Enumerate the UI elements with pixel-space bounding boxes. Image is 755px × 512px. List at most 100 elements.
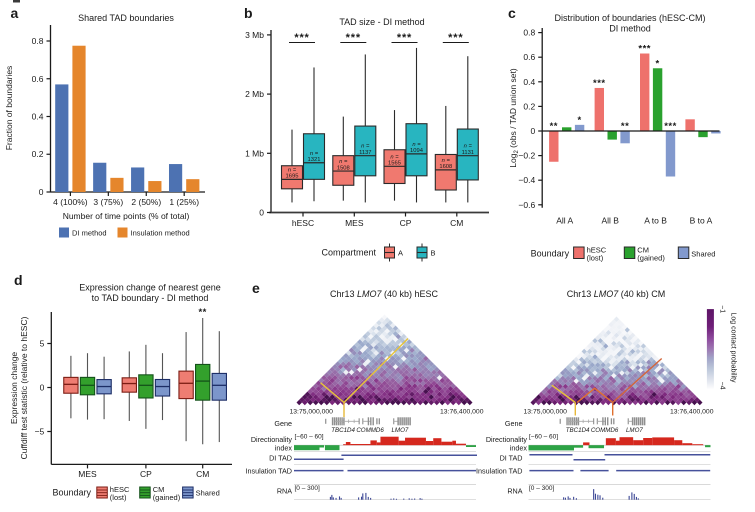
svg-text:1 Mb: 1 Mb [245,148,264,158]
svg-text:[0 – 300]: [0 – 300] [529,485,554,492]
svg-text:n =: n = [339,159,348,165]
svg-text:Insulation method: Insulation method [131,229,190,238]
svg-text:***: *** [664,121,677,132]
svg-text:3 Mb: 3 Mb [245,30,264,40]
svg-text:LMO7: LMO7 [391,427,408,434]
svg-text:n =: n = [412,142,421,148]
svg-text:RNA: RNA [507,486,522,495]
svg-text:***: *** [294,32,309,44]
svg-text:0: 0 [40,383,45,393]
svg-text:Boundary: Boundary [531,249,570,259]
svg-text:Shared: Shared [691,250,715,259]
svg-text:a: a [11,5,19,21]
svg-text:COMMD6: COMMD6 [356,427,384,434]
svg-text:13:75,000,000: 13:75,000,000 [524,409,568,416]
svg-text:2 (50%): 2 (50%) [131,197,161,207]
svg-text:*: * [655,58,659,69]
svg-text:1508: 1508 [337,165,350,171]
svg-text:MES: MES [345,218,364,228]
svg-text:13:75,000,000: 13:75,000,000 [290,409,334,416]
svg-text:***: *** [638,44,651,55]
svg-text:All A: All A [556,216,573,226]
svg-text:CM: CM [196,469,209,479]
svg-text:−0.2: −0.2 [518,151,535,161]
svg-text:−4: −4 [719,382,726,390]
svg-text:n =: n = [464,144,473,150]
svg-text:−5: −5 [35,427,45,437]
svg-text:[−60 – 60]: [−60 – 60] [529,434,558,441]
svg-text:Cuffdiff test statistic (relat: Cuffdiff test statistic (relative to hES… [19,316,29,459]
svg-text:Log contact probability: Log contact probability [730,312,737,383]
svg-text:DI method: DI method [72,229,107,238]
svg-text:[−60 – 60]: [−60 – 60] [295,434,324,441]
svg-text:(lost): (lost) [110,493,127,502]
svg-text:***: *** [448,32,463,44]
svg-text:13:76,400,000: 13:76,400,000 [440,409,484,416]
svg-text:Expression change: Expression change [9,352,19,425]
svg-text:1565: 1565 [388,161,401,167]
svg-text:index: index [275,443,293,452]
svg-text:13:76,400,000: 13:76,400,000 [670,409,714,416]
svg-text:Gene: Gene [274,419,292,428]
svg-text:B: B [431,249,436,258]
svg-text:[0 – 300]: [0 – 300] [295,485,320,492]
svg-text:−1: −1 [719,305,726,313]
svg-text:0.2: 0.2 [32,149,44,159]
svg-text:TBC1D4: TBC1D4 [331,427,355,434]
svg-text:0.2: 0.2 [523,101,535,111]
svg-text:index: index [510,443,528,452]
svg-text:−0.4: −0.4 [518,175,535,185]
svg-text:A: A [398,249,403,258]
svg-text:TAD size - DI method: TAD size - DI method [339,17,424,27]
svg-text:B to A: B to A [690,216,713,226]
svg-text:0.4: 0.4 [32,112,44,122]
svg-text:Fraction of boundaries: Fraction of boundaries [4,66,14,151]
svg-text:TBC1D4: TBC1D4 [566,427,590,434]
svg-text:hESC: hESC [292,218,314,228]
svg-text:***: *** [593,78,606,89]
svg-text:0.8: 0.8 [523,28,535,38]
svg-text:0: 0 [259,208,264,218]
svg-text:LMO7: LMO7 [626,427,643,434]
svg-text:4 (100%): 4 (100%) [53,197,88,207]
svg-text:DI TAD: DI TAD [500,454,523,463]
svg-text:(gained): (gained) [153,493,181,502]
svg-text:Boundary: Boundary [52,488,91,498]
svg-text:1608: 1608 [439,164,452,170]
svg-text:1695: 1695 [286,174,299,180]
svg-text:**: ** [198,307,206,318]
svg-text:Distribution of boundaries (hE: Distribution of boundaries (hESC-CM) [554,13,705,23]
svg-text:5: 5 [40,339,45,349]
svg-text:COMMD6: COMMD6 [591,427,619,434]
svg-text:1131: 1131 [462,150,474,156]
svg-text:1321: 1321 [308,157,321,163]
svg-text:(lost): (lost) [587,254,604,263]
svg-text:CM: CM [450,218,463,228]
svg-text:−0.6: −0.6 [518,200,535,210]
svg-text:1094: 1094 [410,148,424,154]
svg-text:0.8: 0.8 [32,36,44,46]
svg-text:Number of time points (% of to: Number of time points (% of total) [63,211,190,221]
svg-text:MES: MES [78,469,97,479]
svg-text:hESC: hESC [587,246,607,255]
svg-text:Insulation TAD: Insulation TAD [246,467,292,476]
svg-text:CM: CM [637,246,649,255]
svg-text:n =: n = [288,167,297,173]
svg-text:(gained): (gained) [637,254,665,263]
svg-text:Directionality: Directionality [251,435,293,444]
svg-text:e: e [252,280,260,296]
svg-text:c: c [508,5,516,21]
svg-text:Insulation TAD: Insulation TAD [476,467,522,476]
svg-text:0: 0 [530,126,535,136]
svg-text:Gene: Gene [505,419,523,428]
svg-text:***: *** [346,32,361,44]
svg-text:**: ** [550,121,558,132]
svg-text:2 Mb: 2 Mb [245,89,264,99]
svg-text:CP: CP [140,469,152,479]
svg-text:CP: CP [400,218,412,228]
svg-text:n =: n = [390,154,399,160]
svg-text:n =: n = [442,158,451,164]
svg-text:0: 0 [39,187,44,197]
svg-text:Shared TAD boundaries: Shared TAD boundaries [78,13,174,23]
svg-text:DI TAD: DI TAD [269,454,292,463]
